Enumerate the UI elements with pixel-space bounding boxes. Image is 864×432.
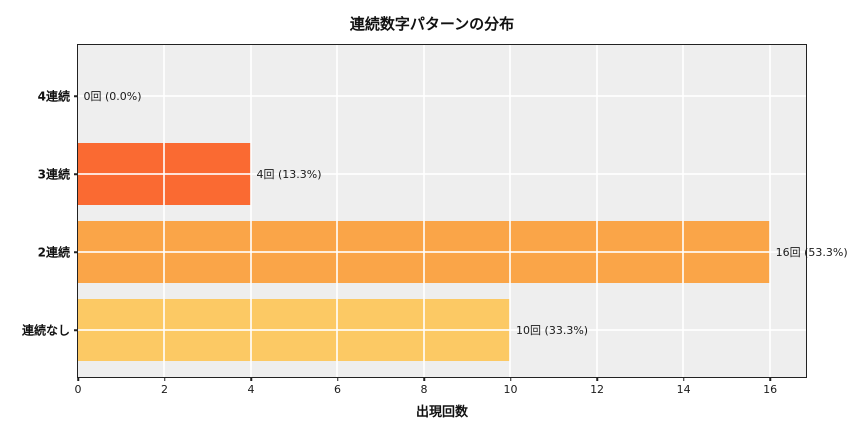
bar-value-label: 4回 (13.3%) [256, 167, 322, 181]
x-tick-label: 10 [503, 383, 518, 396]
gridline-vertical [249, 44, 252, 377]
y-tick-mark [74, 329, 78, 331]
gridline-vertical [509, 44, 512, 377]
y-tick-label: 3連続 [37, 167, 70, 182]
gridline-vertical [595, 44, 598, 377]
gridline-vertical [768, 44, 771, 377]
x-tick-mark [596, 377, 598, 381]
x-tick-mark [682, 377, 685, 381]
y-tick-label: 4連続 [37, 89, 70, 104]
gridline-horizontal [77, 172, 806, 175]
x-tick-mark [77, 377, 79, 381]
gridline-vertical [163, 44, 165, 377]
gridline-horizontal [77, 328, 806, 331]
gridline-horizontal [77, 94, 806, 97]
y-tick-mark [74, 173, 78, 175]
bar-value-label: 16回 (53.3%) [775, 245, 848, 259]
gridline-vertical [336, 44, 339, 377]
x-tick-label: 6 [334, 383, 342, 396]
x-tick-label: 2 [161, 383, 168, 396]
gridline-vertical [682, 44, 685, 377]
y-tick-label: 2連続 [37, 245, 70, 260]
y-tick-label: 連続なし [21, 323, 70, 338]
x-tick-mark [769, 377, 771, 381]
gridline-horizontal [77, 250, 806, 253]
y-tick-mark [74, 251, 78, 253]
x-tick-label: 0 [74, 383, 82, 396]
gridline-vertical [422, 44, 425, 377]
x-tick-mark [250, 377, 252, 381]
bar-value-label: 10回 (33.3%) [516, 323, 589, 337]
x-tick-mark [336, 377, 339, 381]
x-tick-label: 8 [420, 383, 428, 396]
x-tick-mark [509, 377, 512, 381]
x-tick-mark [423, 377, 425, 381]
chart-title: 連続数字パターンの分布 [349, 15, 515, 33]
x-tick-label: 12 [590, 383, 605, 396]
plot-area: 0回 (0.0%) 4回 (13.3%) 16回 (53.3%) 10回 (33.3%… [76, 43, 848, 378]
y-tick-mark [74, 95, 78, 97]
x-axis-label: 出現回数 [415, 405, 468, 420]
x-tick-label: 14 [676, 383, 691, 396]
x-tick-label: 4 [247, 383, 255, 396]
bar-value-label: 0回 (0.0%) [83, 89, 142, 103]
x-tick-label: 16 [763, 383, 778, 396]
x-tick-mark [163, 377, 166, 381]
